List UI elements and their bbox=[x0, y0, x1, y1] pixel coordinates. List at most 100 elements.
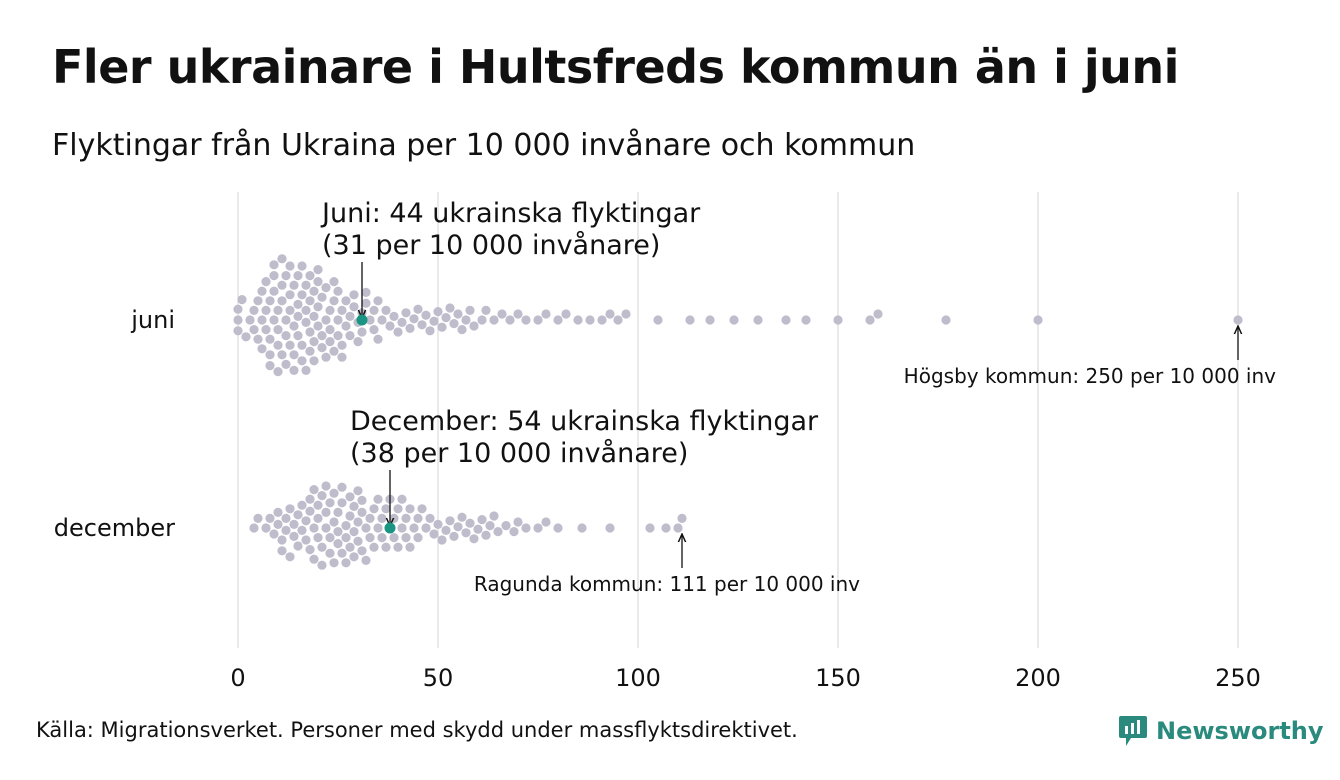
data-point bbox=[261, 277, 271, 287]
data-point bbox=[685, 315, 695, 325]
data-point bbox=[429, 316, 439, 326]
data-point bbox=[521, 315, 531, 325]
data-point bbox=[445, 516, 455, 526]
data-point bbox=[345, 511, 355, 521]
data-point bbox=[449, 531, 459, 542]
data-point bbox=[249, 523, 259, 533]
data-point bbox=[509, 527, 519, 537]
data-point bbox=[377, 513, 387, 524]
data-point bbox=[269, 260, 279, 270]
data-point bbox=[297, 261, 307, 271]
data-point bbox=[313, 321, 323, 331]
data-point bbox=[333, 331, 343, 341]
data-point bbox=[397, 317, 407, 327]
data-point bbox=[865, 315, 875, 325]
data-point bbox=[321, 523, 331, 533]
data-point bbox=[385, 321, 395, 331]
data-point bbox=[337, 498, 347, 508]
newsworthy-icon bbox=[1119, 716, 1147, 746]
data-point bbox=[269, 529, 279, 539]
data-point bbox=[293, 311, 303, 321]
data-point bbox=[337, 352, 347, 362]
data-point bbox=[233, 304, 243, 314]
data-point bbox=[357, 546, 367, 556]
data-point bbox=[341, 521, 351, 531]
data-point bbox=[297, 500, 307, 510]
data-point bbox=[501, 521, 511, 531]
data-point bbox=[349, 290, 359, 300]
data-point bbox=[329, 558, 339, 568]
data-point bbox=[325, 548, 335, 558]
data-point bbox=[833, 315, 843, 325]
data-point bbox=[273, 519, 283, 530]
highlight-point bbox=[384, 522, 396, 534]
x-tick-label: 100 bbox=[615, 664, 661, 692]
data-point bbox=[349, 527, 359, 537]
data-point bbox=[373, 494, 383, 504]
data-point bbox=[377, 315, 387, 325]
data-point bbox=[389, 311, 399, 321]
data-point bbox=[245, 315, 255, 325]
data-point bbox=[373, 296, 383, 306]
data-point bbox=[373, 523, 383, 533]
data-point bbox=[469, 534, 479, 544]
data-point bbox=[273, 340, 283, 350]
data-point bbox=[493, 527, 503, 537]
data-point bbox=[357, 495, 367, 505]
data-point bbox=[801, 315, 811, 325]
data-point bbox=[341, 296, 351, 306]
data-point bbox=[309, 337, 319, 347]
data-point bbox=[441, 313, 451, 323]
data-point bbox=[497, 309, 507, 319]
data-point bbox=[313, 500, 323, 510]
data-point bbox=[621, 309, 631, 319]
data-point bbox=[477, 315, 487, 325]
data-point bbox=[425, 513, 435, 524]
data-point bbox=[573, 315, 583, 325]
data-point bbox=[513, 309, 523, 319]
data-point bbox=[317, 292, 327, 302]
data-point bbox=[705, 315, 715, 325]
data-point bbox=[297, 340, 307, 350]
data-point bbox=[781, 315, 791, 325]
data-point bbox=[417, 504, 427, 514]
data-point bbox=[481, 305, 491, 315]
data-point bbox=[281, 315, 291, 325]
data-point bbox=[261, 523, 271, 533]
data-point bbox=[465, 305, 475, 315]
data-point bbox=[313, 265, 323, 275]
data-point bbox=[361, 523, 371, 533]
data-point bbox=[249, 325, 259, 335]
data-point bbox=[369, 325, 379, 335]
data-point bbox=[289, 365, 299, 375]
data-point bbox=[389, 513, 399, 524]
data-point bbox=[441, 525, 451, 536]
data-point bbox=[325, 498, 335, 508]
data-point bbox=[321, 352, 331, 362]
data-point bbox=[313, 533, 323, 543]
data-point bbox=[873, 309, 883, 319]
data-point bbox=[357, 327, 367, 337]
data-point bbox=[297, 356, 307, 366]
data-point bbox=[345, 311, 355, 321]
data-point bbox=[317, 491, 327, 501]
chart-subtitle: Flyktingar från Ukraina per 10 000 invån… bbox=[52, 128, 916, 163]
data-point bbox=[333, 286, 343, 296]
highlight-label: Juni: 44 ukrainska flyktingar bbox=[320, 198, 701, 229]
data-point bbox=[269, 286, 279, 296]
data-point bbox=[349, 552, 359, 562]
data-point bbox=[365, 533, 375, 543]
data-point bbox=[729, 315, 739, 325]
data-point bbox=[337, 305, 347, 315]
data-point bbox=[305, 296, 315, 306]
data-point bbox=[325, 337, 335, 347]
data-point bbox=[297, 290, 307, 300]
data-point bbox=[297, 525, 307, 536]
data-point bbox=[461, 315, 471, 325]
data-point bbox=[273, 305, 283, 315]
data-point bbox=[345, 331, 355, 341]
data-point bbox=[333, 507, 343, 517]
data-point bbox=[409, 523, 419, 533]
data-point bbox=[381, 305, 391, 315]
data-point bbox=[273, 507, 283, 517]
